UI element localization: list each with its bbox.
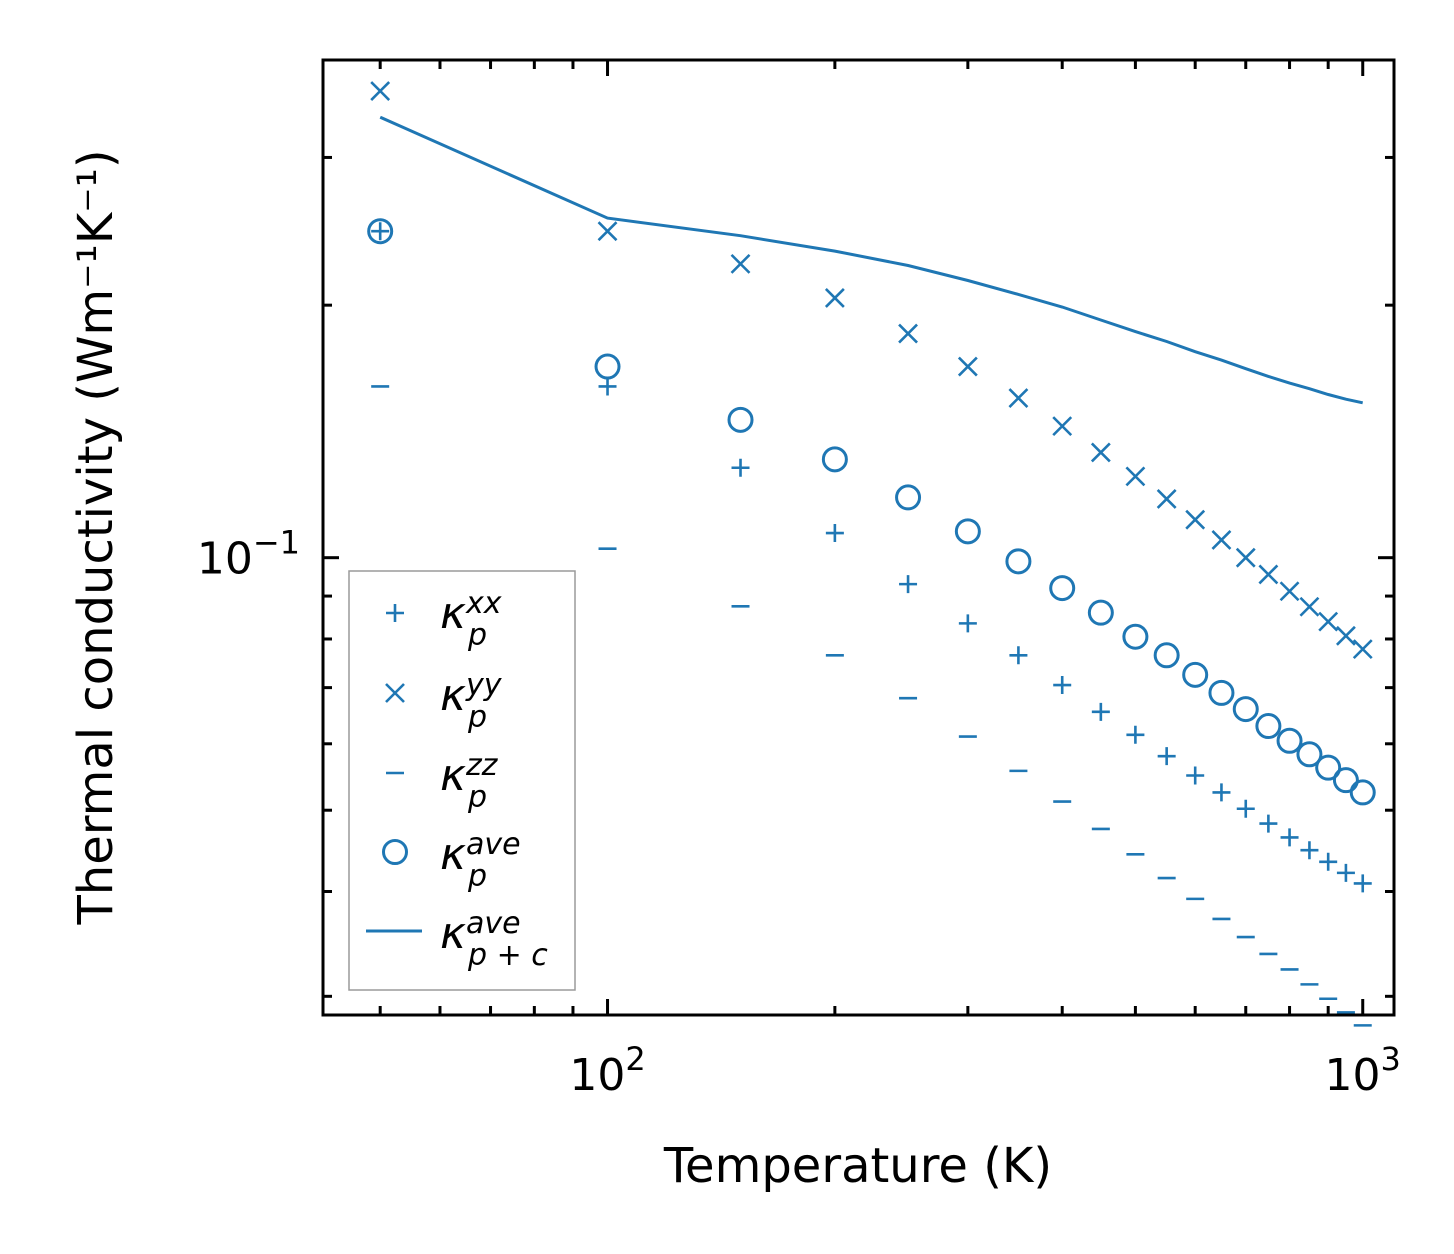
point-kyy <box>1125 466 1146 487</box>
point-kave <box>1276 727 1303 754</box>
point-kave <box>1296 741 1323 768</box>
legend-entry-kxx: κxx p <box>440 586 502 653</box>
point-kxx <box>1280 828 1299 847</box>
point-kyy <box>597 221 618 242</box>
point-kyy <box>1336 625 1356 646</box>
point-kxx <box>1186 766 1205 785</box>
point-kyy <box>1156 489 1177 509</box>
x-tick-label-1000: 103 <box>1325 1040 1401 1101</box>
point-kxx <box>1212 783 1231 802</box>
series-line-kpc-ave <box>379 115 1364 405</box>
point-kave <box>1332 767 1359 794</box>
point-kave <box>1208 679 1235 706</box>
point-kyy <box>730 253 751 274</box>
point-kyy <box>1279 581 1300 602</box>
point-kave <box>895 484 922 511</box>
point-kxx <box>1259 814 1278 833</box>
legend-label-kpc-ave: κave p + c <box>440 906 548 973</box>
point-kyy <box>1052 416 1073 437</box>
point-kave <box>727 406 754 433</box>
point-kxx <box>1126 725 1145 744</box>
legend-key-kxx <box>386 604 404 622</box>
x-tick-label-100: 102 <box>569 1040 645 1101</box>
point-kxx <box>731 458 750 477</box>
data-marks <box>367 81 1376 1027</box>
legend-label-kzz: κzz p <box>440 748 499 815</box>
legend-label-kyy: κyy p <box>440 668 503 735</box>
legend: κxx p κyy p κzz p κave p κave p + c <box>348 570 576 991</box>
legend-keys <box>366 604 422 933</box>
point-kxx <box>1336 863 1355 882</box>
point-kxx <box>371 222 390 241</box>
point-kave <box>1049 575 1076 602</box>
point-kyy <box>1299 596 1320 617</box>
plot-frame <box>321 58 1396 1017</box>
point-kave <box>954 518 981 545</box>
legend-entry-kave: κave p <box>440 827 521 894</box>
point-kxx <box>899 575 918 594</box>
point-kyy <box>1008 388 1029 408</box>
point-kxx <box>598 377 617 396</box>
point-kave <box>821 446 848 473</box>
point-kxx <box>958 614 977 633</box>
point-kyy <box>824 288 845 308</box>
legend-entry-kyy: κyy p <box>440 668 503 735</box>
legend-label-kave: κave p <box>440 827 521 894</box>
legend-key-kyy <box>385 683 405 703</box>
point-kave <box>1315 754 1342 781</box>
point-kxx <box>1236 799 1255 818</box>
legend-label-kxx: κxx p <box>440 586 502 653</box>
point-kxx <box>1319 852 1338 871</box>
y-tick-label-0.1: 10−1 <box>197 524 300 585</box>
legend-entry-kpc-ave: κave p + c <box>440 906 548 973</box>
point-kave <box>1255 713 1282 740</box>
point-kave <box>1182 661 1209 688</box>
point-kxx <box>1157 747 1176 766</box>
point-kave <box>1349 779 1376 806</box>
point-kave <box>594 353 621 380</box>
point-kyy <box>370 81 391 101</box>
point-kyy <box>1258 564 1279 585</box>
point-kxx <box>1009 646 1028 665</box>
point-kyy <box>1352 639 1373 660</box>
point-kave <box>1087 599 1114 626</box>
point-kyy <box>1090 442 1111 463</box>
point-kyy <box>1211 529 1232 550</box>
point-kyy <box>1235 547 1256 568</box>
point-kave <box>1122 623 1149 650</box>
point-kxx <box>1353 874 1372 893</box>
point-kyy <box>1318 611 1339 632</box>
point-kave <box>367 218 394 245</box>
point-kyy <box>957 356 978 377</box>
point-kave <box>1005 548 1032 575</box>
point-kxx <box>1053 676 1072 695</box>
point-kyy <box>1185 509 1206 530</box>
legend-entry-kzz: κzz p <box>440 748 499 815</box>
point-kave <box>1232 696 1259 723</box>
point-kxx <box>1300 841 1319 860</box>
x-axis-title: Temperature (K) <box>663 1138 1052 1194</box>
point-kxx <box>1091 702 1110 721</box>
y-axis-title: Thermal conductivity (Wm⁻¹K⁻¹) <box>68 149 124 925</box>
legend-key-kave <box>382 839 408 865</box>
point-kyy <box>898 323 918 344</box>
point-kxx <box>825 524 844 543</box>
point-kave <box>1153 642 1180 669</box>
legend-frame <box>348 570 576 991</box>
